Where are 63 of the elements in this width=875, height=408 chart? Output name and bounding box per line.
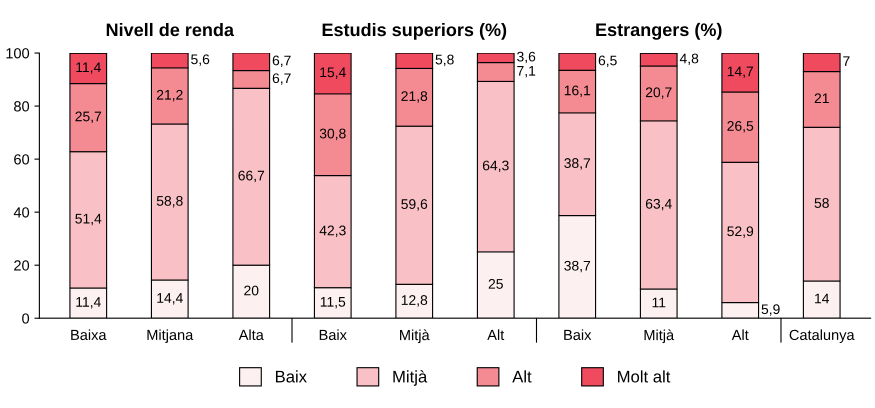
data-label: 4,8	[680, 54, 698, 66]
data-label: 14	[815, 294, 830, 304]
data-label: 21	[814, 93, 829, 104]
legend-label: Molt alt	[618, 370, 670, 383]
data-label: 12,8	[402, 295, 428, 307]
legend-label: Baix	[276, 370, 307, 383]
data-label: 11,4	[76, 62, 101, 74]
data-label: 59,6	[401, 199, 428, 211]
data-label: 11,4	[76, 297, 101, 308]
x-tick-label: Alta	[238, 329, 264, 340]
x-tick-label: Catalunya	[790, 329, 855, 343]
legend-label: Alt	[512, 370, 532, 383]
data-label: 5,6	[191, 54, 210, 66]
legend-label: Mitjà	[393, 370, 428, 386]
data-label: 20	[244, 286, 258, 296]
data-label: 26,5	[727, 121, 754, 133]
data-label: 25	[488, 278, 503, 289]
data-label: 5,9	[762, 304, 780, 316]
data-label: 58,8	[156, 196, 183, 208]
data-label: 20,7	[646, 87, 672, 99]
data-label: 63,4	[646, 198, 672, 210]
text: Estudis superiors (%)	[322, 22, 506, 40]
y-tick-label: 60	[14, 154, 30, 165]
data-label: 14,4	[157, 293, 183, 305]
data-label: 5,8	[436, 54, 454, 66]
data-label: 6,7	[272, 56, 291, 68]
data-label: 7	[843, 56, 850, 66]
y-tick-label: 40	[14, 207, 30, 218]
y-tick-label: 0	[22, 313, 30, 324]
data-label: 38,7	[564, 158, 590, 170]
data-label: 66,7	[238, 170, 264, 182]
x-tick-label: Alt	[487, 329, 504, 340]
y-tick-label: 20	[14, 260, 30, 271]
data-label: 3,6	[517, 52, 536, 64]
x-tick-label: Baix	[320, 329, 347, 340]
x-tick-label: Mitjà	[400, 329, 430, 344]
data-label: 11,5	[320, 297, 346, 308]
data-label: 16,1	[564, 86, 590, 97]
data-label: 21,8	[401, 91, 428, 103]
data-label: 25,7	[75, 112, 102, 123]
x-tick-label: Baixa	[71, 329, 107, 340]
data-label: 6,7	[272, 73, 291, 85]
y-tick-label: 100	[6, 48, 30, 58]
data-label: 6,5	[598, 56, 617, 68]
data-label: 52,9	[727, 226, 754, 238]
data-label: 15,4	[320, 67, 346, 79]
data-label: 64,3	[482, 160, 509, 172]
text: Estrangers (%)	[596, 22, 722, 40]
data-label: 38,7	[564, 260, 590, 272]
data-label: 58	[814, 198, 829, 208]
data-label: 51,4	[75, 214, 102, 226]
x-tick-label: Alt	[732, 329, 749, 340]
y-tick-label: 80	[14, 101, 30, 112]
x-tick-label: Mitjà	[644, 329, 674, 344]
data-label: 14,7	[728, 66, 754, 78]
data-label: 11	[652, 298, 666, 308]
data-label: 30,8	[320, 128, 346, 140]
x-tick-label: Mitjana	[147, 329, 194, 343]
data-label: 42,3	[320, 226, 346, 238]
x-tick-label: Baix	[564, 329, 592, 340]
text: Nivell de renda	[106, 22, 234, 36]
data-label: 7,1	[517, 66, 536, 78]
data-label: 21,2	[156, 90, 183, 102]
